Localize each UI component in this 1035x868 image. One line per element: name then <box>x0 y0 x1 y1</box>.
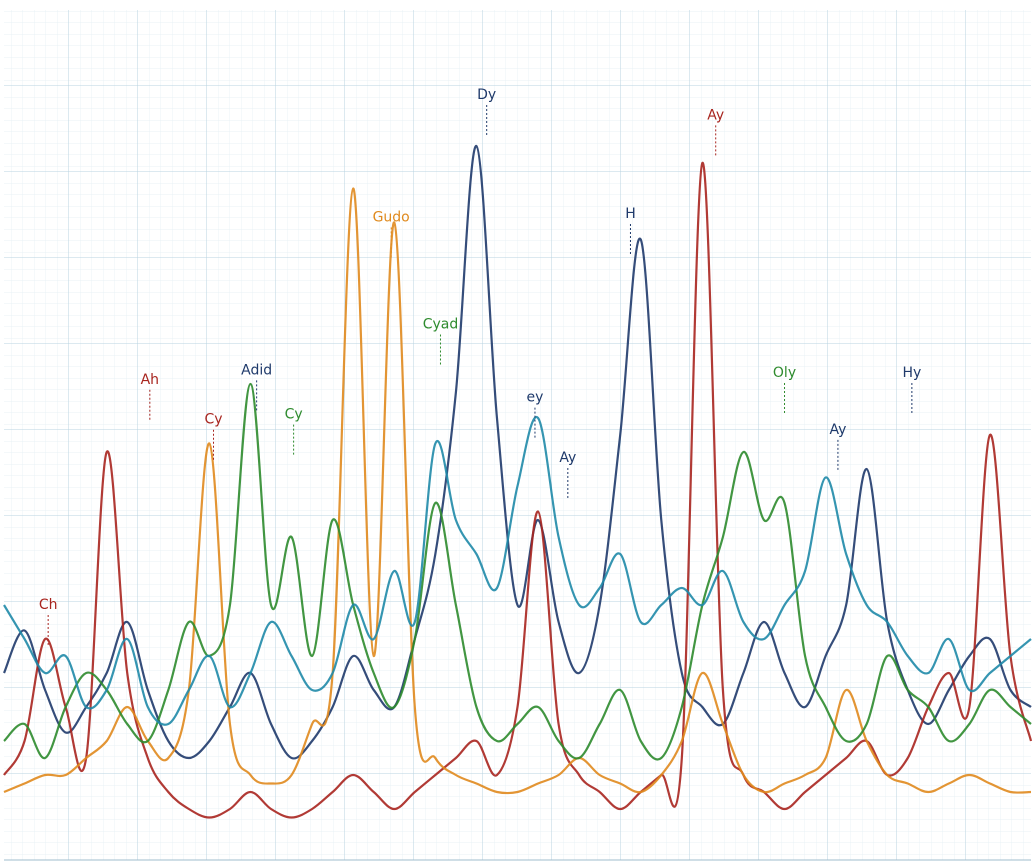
annotation: Cyad <box>423 317 459 333</box>
series-line <box>3 382 1032 761</box>
plot-area: Dy Ay H Gudo Cyad Ah Adid Cy Cy Ch ey Ay Oly Ay Hy <box>2 10 1033 861</box>
grid <box>4 10 1031 860</box>
annotation: Gudo <box>373 209 410 225</box>
annotation: Hy <box>902 365 921 381</box>
annotation: H <box>625 206 636 222</box>
annotation: Ah <box>141 372 159 388</box>
annotation: ey <box>527 390 544 406</box>
annotation: Ch <box>39 597 58 613</box>
annotation: Cy <box>204 412 222 428</box>
annotation: Oly <box>773 365 796 381</box>
series-line <box>3 187 1032 795</box>
annotation: Ay <box>559 450 576 466</box>
annotation: Adid <box>241 362 272 378</box>
annotation: Dy <box>477 87 496 103</box>
series-line <box>3 415 1032 726</box>
annotation: Ay <box>829 422 846 438</box>
annotation: Ay <box>707 107 724 123</box>
annotation: Cy <box>285 407 303 423</box>
